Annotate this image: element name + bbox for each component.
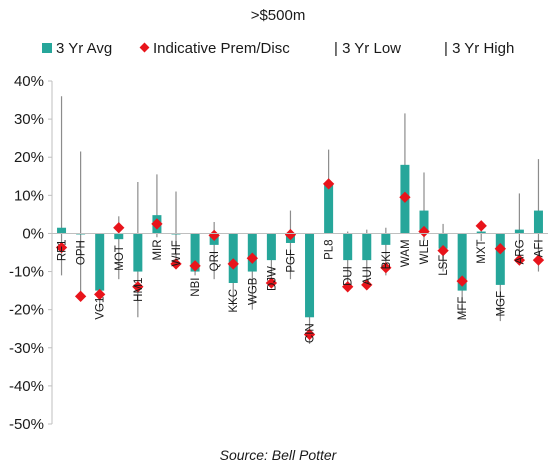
y-tick-label: -10%	[9, 264, 44, 281]
avg-bar	[362, 233, 372, 261]
legend-label-prem-disc: Indicative Prem/Disc	[153, 40, 290, 57]
x-tick-label: NBI	[190, 278, 202, 297]
x-tick-label: WHF	[171, 240, 183, 266]
avg-bar	[514, 229, 524, 234]
prem-disc-marker	[494, 243, 506, 255]
prem-disc-marker	[265, 277, 278, 289]
y-tick-label: -20%	[9, 302, 44, 319]
x-tick-label: BKI	[381, 251, 393, 270]
y-axis: 40% 30% 20% 10% 0% -10% -20% -30% -40% -50%	[9, 73, 53, 433]
avg-bar	[228, 233, 238, 283]
avg-bar	[343, 233, 353, 261]
legend-label-avg: 3 Yr Avg	[56, 40, 112, 57]
x-tick-label: MOT	[114, 245, 126, 271]
x-tick-label: WGB	[247, 277, 259, 305]
x-tick-label: PL8	[324, 239, 336, 259]
prem-disc-marker	[532, 254, 545, 266]
avg-bar	[324, 183, 334, 234]
prem-disc-marker	[513, 254, 526, 266]
avg-bar	[381, 233, 391, 245]
y-tick-label: -30%	[9, 340, 44, 357]
plot-area	[52, 96, 548, 344]
prem-disc-marker	[418, 225, 430, 238]
x-tick-label: KKC	[228, 289, 240, 313]
avg-bar	[57, 227, 67, 234]
y-tick-label: 10%	[14, 187, 44, 204]
avg-bar	[114, 233, 124, 240]
prem-disc-marker	[322, 178, 335, 190]
x-tick-label: ARG	[514, 239, 526, 264]
prem-disc-marker	[170, 258, 182, 270]
x-tick-label: LSF	[438, 255, 450, 276]
teal-square-icon	[42, 43, 52, 53]
x-tick-label: RF1	[57, 239, 69, 261]
avg-bar	[133, 233, 143, 272]
avg-bar	[495, 233, 505, 285]
x-tick-label: AFI	[533, 239, 545, 257]
x-tick-label: HM1	[133, 278, 145, 302]
avg-bar	[247, 233, 257, 272]
prem-disc-marker	[113, 222, 125, 234]
y-tick-label: 30%	[14, 111, 44, 128]
prem-disc-marker	[208, 229, 220, 242]
prem-disc-marker	[284, 228, 297, 241]
y-tick-label: -50%	[9, 416, 44, 433]
x-tick-label: MIR	[152, 239, 164, 260]
y-tick-label: 0%	[22, 225, 44, 242]
prem-disc-marker	[475, 220, 487, 232]
red-diamond-icon	[139, 42, 150, 53]
prem-disc-marker	[189, 260, 201, 272]
prem-disc-marker	[227, 258, 239, 270]
prem-disc-marker	[437, 244, 449, 257]
x-tick-label: WAM	[400, 239, 412, 267]
y-tick-label: 20%	[14, 149, 44, 166]
avg-bar	[305, 233, 315, 318]
legend-label-low: | 3 Yr Low	[334, 40, 401, 57]
avg-bar	[190, 233, 200, 272]
x-tick-label: DJW	[266, 266, 278, 291]
prem-disc-marker	[380, 262, 392, 274]
x-tick-label: QRI	[209, 251, 221, 271]
avg-bar	[95, 233, 105, 291]
prem-disc-marker	[151, 218, 163, 230]
x-tick-label: AUI	[362, 266, 374, 285]
prem-disc-marker	[361, 279, 373, 291]
x-tick-label: VG1	[95, 297, 107, 320]
x-axis-labels: RF1 OPH VG1 MOT HM1 MIR WHF NBI QRI KKC WGB DJW PGF C…	[57, 239, 546, 343]
legend-label-high: | 3 Yr High	[444, 40, 514, 57]
x-tick-label: CIN	[305, 323, 317, 343]
prem-disc-marker	[74, 290, 87, 302]
y-tick-label: 40%	[14, 73, 44, 90]
x-tick-label: OPH	[76, 240, 88, 265]
avg-bar	[266, 233, 276, 261]
avg-bar	[476, 231, 486, 234]
prem-disc-marker	[303, 328, 316, 341]
prem-disc-marker	[399, 191, 411, 203]
x-tick-label: MXT	[476, 239, 488, 263]
prem-disc-marker	[132, 281, 144, 293]
avg-bar	[438, 233, 448, 249]
chart-title: >$500m	[251, 7, 306, 24]
avg-bar	[533, 210, 543, 234]
x-tick-label: MFF	[457, 297, 469, 321]
y-tick-label: -40%	[9, 378, 44, 395]
prem-disc-marker	[342, 281, 354, 293]
x-tick-label: DUI	[343, 266, 355, 286]
x-tick-label: PGF	[285, 249, 297, 273]
source-note: Source: Bell Potter	[220, 447, 338, 463]
avg-bar	[419, 210, 429, 234]
avg-bar	[457, 233, 467, 291]
prem-disc-marker	[456, 275, 468, 287]
x-tick-label: MGF	[495, 291, 507, 317]
legend: 3 Yr Avg Indicative Prem/Disc | 3 Yr Low…	[42, 40, 514, 57]
x-tick-label: WLE	[419, 239, 431, 264]
